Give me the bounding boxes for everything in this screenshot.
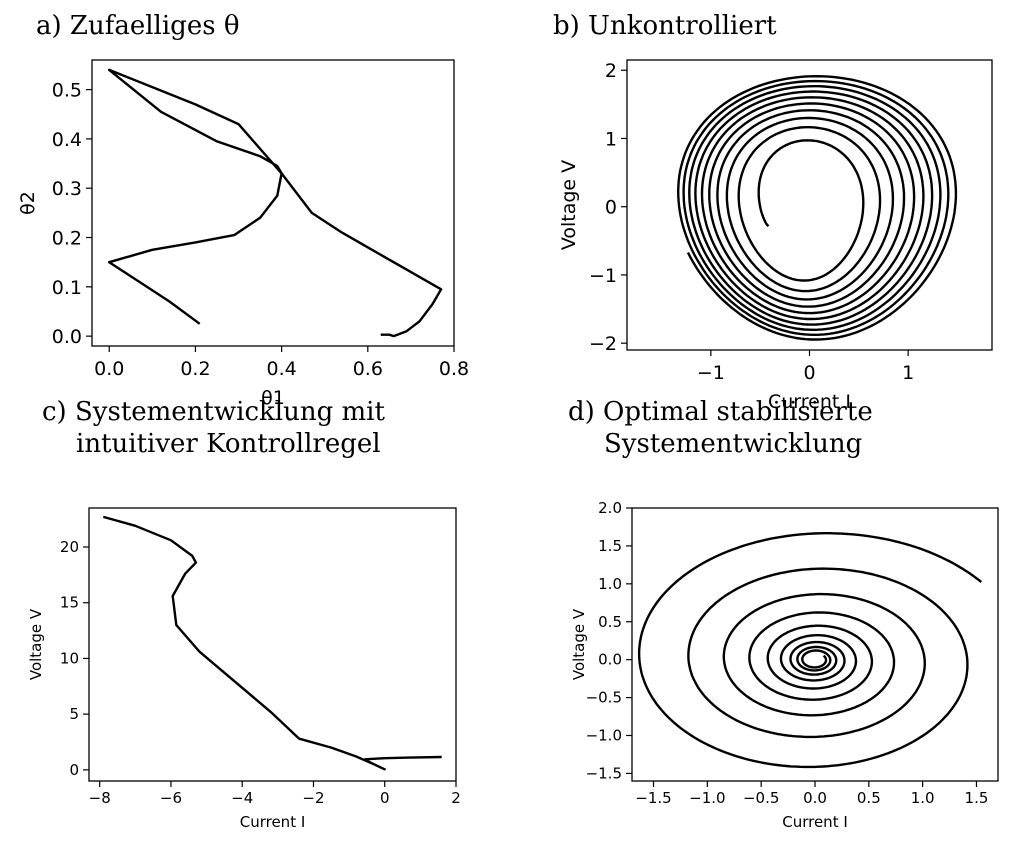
x-tick-label: 0 bbox=[380, 789, 390, 807]
panel-title-d-line2: Systementwicklung bbox=[604, 429, 862, 459]
series-line-a bbox=[108, 68, 443, 338]
y-tick-label: 1 bbox=[605, 128, 617, 150]
x-tick-label: −8 bbox=[89, 789, 111, 807]
x-axis-label: Current I bbox=[782, 813, 848, 831]
y-tick-label: 0.5 bbox=[52, 80, 82, 102]
x-tick-label: 1.5 bbox=[965, 789, 989, 807]
panel-b: b) Unkontrolliert −1 0 1 −2 −1 0 1 2 Current I Vol… bbox=[553, 11, 993, 413]
y-tick-label: 0 bbox=[605, 197, 617, 219]
y-tick-label: 2 bbox=[605, 60, 617, 82]
panel-title-b: b) Unkontrolliert bbox=[553, 11, 777, 41]
x-axis-label: Current I bbox=[768, 391, 851, 413]
x-tick-label: 2 bbox=[451, 789, 461, 807]
y-tick-label: −0.5 bbox=[586, 689, 622, 707]
series-line-d bbox=[637, 532, 983, 769]
y-tick-label: 0.5 bbox=[598, 613, 622, 631]
y-tick-label: 2.0 bbox=[598, 499, 622, 517]
panel-title-c-line1: c) Systementwicklung mit bbox=[42, 397, 385, 427]
y-tick-label: −1.0 bbox=[586, 727, 622, 745]
x-tick-label: 1 bbox=[902, 362, 914, 384]
x-tick-label: −4 bbox=[231, 789, 253, 807]
x-tick-label: −1.0 bbox=[689, 789, 725, 807]
series-line-c bbox=[102, 515, 442, 771]
panel-title-d-line1: d) Optimal stabilisierte bbox=[568, 397, 873, 427]
y-tick-label: 1.5 bbox=[598, 537, 622, 555]
y-axis-label: Voltage V bbox=[558, 160, 580, 250]
x-tick-label: 0.2 bbox=[180, 358, 210, 380]
y-tick-label: −1 bbox=[589, 265, 617, 287]
y-tick-label: 0.4 bbox=[52, 129, 82, 151]
y-tick-label: 15 bbox=[60, 594, 79, 612]
y-tick-label: 0.2 bbox=[52, 228, 82, 250]
plot-frame bbox=[631, 507, 999, 782]
plot-frame bbox=[88, 507, 457, 782]
y-tick-label: −2 bbox=[589, 333, 617, 355]
series-line-b bbox=[677, 75, 958, 341]
x-tick-label: −2 bbox=[302, 789, 324, 807]
y-tick-label: 0.0 bbox=[598, 651, 622, 669]
y-tick-label: −1.5 bbox=[586, 764, 622, 782]
x-axis-label: θ1 bbox=[261, 387, 285, 409]
plot-frame bbox=[91, 59, 455, 347]
y-axis-label: θ2 bbox=[17, 191, 39, 215]
panel-d: d) Optimal stabilisierteSystementwicklun… bbox=[568, 397, 999, 831]
panel-title-c-line2: intuitiver Kontrollregel bbox=[76, 429, 381, 459]
y-tick-label: 0.3 bbox=[52, 178, 82, 200]
panel-title-a: a) Zufaelliges θ bbox=[36, 11, 239, 41]
y-tick-label: 5 bbox=[69, 705, 79, 723]
x-tick-label: −1 bbox=[697, 362, 725, 384]
x-tick-label: 0.5 bbox=[857, 789, 881, 807]
x-tick-label: 0.0 bbox=[803, 789, 827, 807]
y-axis-label: Voltage V bbox=[570, 608, 588, 680]
x-tick-label: −6 bbox=[160, 789, 182, 807]
y-tick-label: 1.0 bbox=[598, 575, 622, 593]
x-tick-label: 0.6 bbox=[353, 358, 383, 380]
panel-a: a) Zufaelliges θ 0.0 0.2 0.4 0.6 0.8 0.0 0.1 0.2… bbox=[17, 11, 469, 409]
x-tick-label: 1.0 bbox=[911, 789, 935, 807]
y-tick-label: 20 bbox=[60, 538, 79, 556]
x-axis-label: Current I bbox=[240, 813, 306, 831]
x-tick-label: 0.0 bbox=[94, 358, 124, 380]
y-axis-label: Voltage V bbox=[27, 608, 45, 680]
y-tick-label: 0.0 bbox=[52, 326, 82, 348]
x-tick-label: 0.8 bbox=[439, 358, 469, 380]
x-tick-label: −1.5 bbox=[635, 789, 671, 807]
x-tick-label: 0.4 bbox=[267, 358, 297, 380]
y-tick-label: 10 bbox=[60, 649, 79, 667]
x-tick-label: 0 bbox=[803, 362, 815, 384]
y-tick-label: 0.1 bbox=[52, 277, 82, 299]
x-tick-label: −0.5 bbox=[743, 789, 779, 807]
y-tick-label: 0 bbox=[69, 761, 79, 779]
